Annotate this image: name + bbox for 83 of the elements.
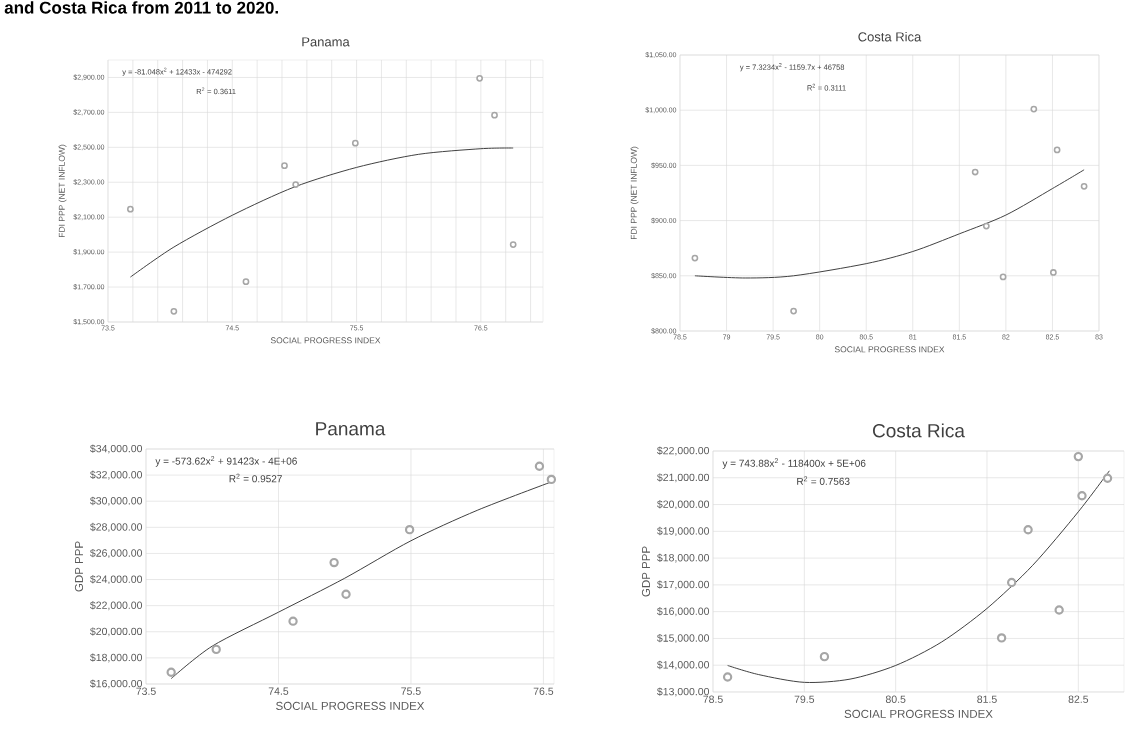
point xyxy=(691,254,699,262)
y-tick-label: $32,000.00 xyxy=(90,470,143,480)
annotation: y = -573.62x$^{2}$ + 91423x - 4E+06 xyxy=(155,456,297,467)
point xyxy=(999,273,1007,281)
annotation: R$^{2}$ = 0.9527 xyxy=(229,473,282,483)
chart-title: Panama xyxy=(302,37,350,47)
y-axis-title: FDI PPP (NET INFLOW) xyxy=(630,146,639,240)
x-tick-label: 80.5 xyxy=(885,695,906,703)
point xyxy=(722,672,733,682)
y-tick-label: $15,000.00 xyxy=(657,633,710,643)
point xyxy=(242,278,250,286)
point xyxy=(546,474,557,485)
x-tick-label: 73.5 xyxy=(136,687,156,695)
y-tick-label: $22,000.00 xyxy=(90,601,143,611)
point xyxy=(288,616,298,626)
y-tick-label: $18,000.00 xyxy=(657,553,710,563)
x-tick-label: 79.5 xyxy=(794,695,815,703)
chart-title: Panama xyxy=(316,422,386,436)
point xyxy=(1049,269,1057,276)
x-tick-label: 76.5 xyxy=(533,687,554,695)
x-tick-label: 74.5 xyxy=(268,687,289,695)
y-tick-label: $24,000.00 xyxy=(90,574,143,585)
y-axis-title: GDP PPP xyxy=(641,546,651,597)
point xyxy=(509,241,517,248)
y-tick-label: $22,000.00 xyxy=(657,446,710,456)
point xyxy=(534,461,545,471)
point xyxy=(996,633,1007,643)
point xyxy=(476,74,483,82)
point xyxy=(281,162,288,170)
chart-title: Costa Rica xyxy=(873,423,965,438)
y-tick-label: $13,000.00 xyxy=(657,687,710,697)
y-tick-label: $21,000.00 xyxy=(657,473,710,483)
point xyxy=(1080,182,1088,190)
y-tick-label: $14,000.00 xyxy=(657,660,710,670)
line-series xyxy=(727,470,1110,683)
annotation: R$^{2}$ = 0.7563 xyxy=(797,476,850,485)
point xyxy=(329,557,339,568)
x-axis-title: SOCIAL PROGRESS INDEX xyxy=(844,709,993,718)
chart-title: Costa Rica xyxy=(858,31,922,42)
point xyxy=(1030,105,1038,113)
chart-subtitle: and Costa Rica from 2011 to 2020. xyxy=(4,1,278,14)
y-tick-label: $30,000.00 xyxy=(90,496,143,506)
y-tick-label: $20,000.00 xyxy=(657,499,710,510)
point xyxy=(1054,605,1064,615)
x-tick-label: 82.5 xyxy=(1068,695,1089,703)
line-series xyxy=(129,147,514,278)
annotation: y = 743.88x$^{2}$ - 118400x + 5E+06 xyxy=(722,458,866,469)
x-axis-title: SOCIAL PROGRESS INDEX xyxy=(270,337,381,344)
y-tick-label: $20,000.00 xyxy=(90,627,143,637)
point xyxy=(1006,577,1017,588)
point xyxy=(211,644,221,655)
point xyxy=(166,667,176,677)
y-tick-label: $16,000.00 xyxy=(90,679,143,689)
point xyxy=(127,205,134,213)
point xyxy=(351,139,359,147)
point xyxy=(982,222,990,230)
x-tick-label: 75.5 xyxy=(401,687,421,695)
point xyxy=(292,181,300,188)
y-tick-label: $18,000.00 xyxy=(90,653,143,663)
point xyxy=(1023,525,1033,535)
y-tick-label: $17,000.00 xyxy=(657,580,710,590)
x-tick-label: 81.5 xyxy=(977,695,997,703)
point xyxy=(819,651,830,662)
point xyxy=(1073,451,1084,462)
y-tick-label: $26,000.00 xyxy=(90,548,143,558)
line-series xyxy=(694,169,1085,279)
point xyxy=(1077,491,1087,501)
x-axis-title: SOCIAL PROGRESS INDEX xyxy=(276,701,425,710)
y-tick-label: $34,000.00 xyxy=(90,444,143,454)
point xyxy=(341,589,351,599)
point xyxy=(170,307,178,315)
y-tick-label: $28,000.00 xyxy=(90,522,143,532)
point xyxy=(1053,146,1061,154)
point xyxy=(971,168,979,176)
point xyxy=(404,524,415,535)
y-axis-title: FDI PPP (NET INFLOW) xyxy=(58,144,67,238)
x-axis-title: SOCIAL PROGRESS INDEX xyxy=(834,346,945,353)
x-tick-label: 78.5 xyxy=(703,695,723,703)
y-tick-label: $19,000.00 xyxy=(657,526,710,536)
point xyxy=(790,307,797,315)
y-tick-label: $16,000.00 xyxy=(657,607,710,617)
y-axis-title: GDP PPP xyxy=(74,541,84,592)
point xyxy=(491,111,498,119)
